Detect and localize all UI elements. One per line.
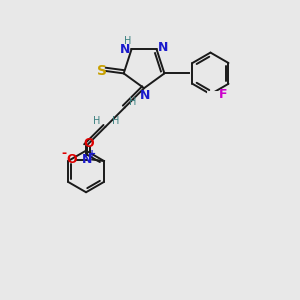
- Text: H: H: [124, 36, 132, 46]
- Text: S: S: [97, 64, 107, 78]
- Text: N: N: [158, 40, 168, 54]
- Text: H: H: [112, 116, 119, 127]
- Text: H: H: [129, 97, 137, 107]
- Text: F: F: [219, 88, 227, 101]
- Text: N: N: [140, 89, 151, 102]
- Text: N: N: [120, 43, 130, 56]
- Text: O: O: [66, 153, 77, 166]
- Text: O: O: [83, 137, 94, 150]
- Text: +: +: [88, 149, 96, 159]
- Text: N: N: [82, 153, 92, 166]
- Text: H: H: [93, 116, 100, 127]
- Text: -: -: [61, 146, 67, 160]
